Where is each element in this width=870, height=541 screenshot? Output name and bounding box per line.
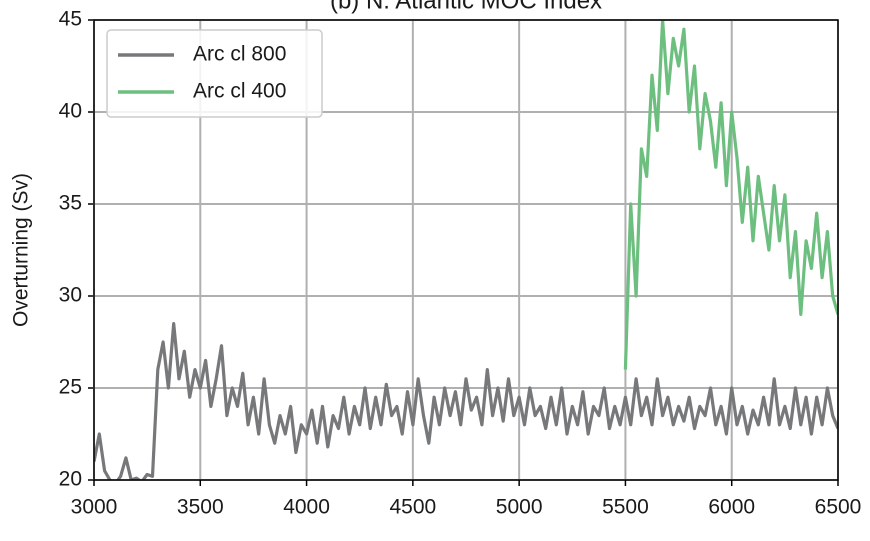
y-tick-label: 40 — [59, 100, 82, 123]
plot-frame — [93, 19, 839, 481]
legend-label: Arc cl 400 — [193, 80, 286, 103]
chart-title: (b) N. Atlantic MOC Index — [330, 0, 602, 14]
x-tick-label: 6000 — [708, 496, 755, 519]
series-line — [94, 322, 838, 480]
plot-lines — [94, 20, 838, 480]
y-tick-label: 20 — [59, 468, 82, 491]
x-tick-label: 6500 — [815, 496, 862, 519]
series-line — [623, 20, 838, 370]
y-tick-label: 45 — [59, 8, 82, 31]
legend-box — [106, 29, 323, 118]
legend-label: Arc cl 800 — [193, 43, 286, 66]
x-tick-label: 3500 — [177, 496, 224, 519]
x-tick-label: 4000 — [283, 496, 330, 519]
x-tick-label: 5500 — [602, 496, 649, 519]
x-tick-label: 5000 — [496, 496, 543, 519]
y-tick-label: 25 — [59, 376, 82, 399]
x-tick-label: 4500 — [389, 496, 436, 519]
y-axis-label: Overturning (Sv) — [10, 173, 33, 327]
y-tick-label: 35 — [59, 192, 82, 215]
x-tick-label: 3000 — [71, 496, 118, 519]
y-tick-label: 30 — [59, 284, 82, 307]
